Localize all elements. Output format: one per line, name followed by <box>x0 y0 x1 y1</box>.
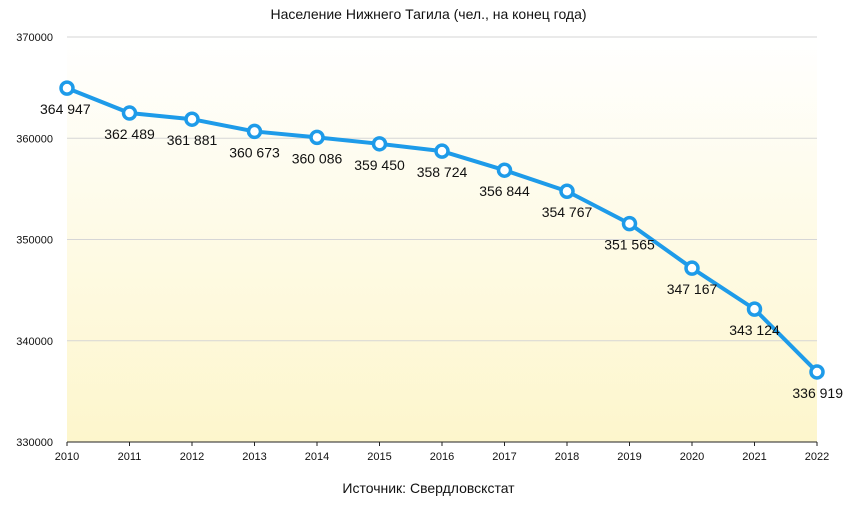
data-point <box>309 129 325 146</box>
x-tick-label: 2017 <box>492 451 516 463</box>
chart-title: Население Нижнего Тагила (чел., на конец… <box>270 6 587 22</box>
data-label: 343 124 <box>729 322 780 338</box>
data-point <box>434 143 450 159</box>
data-label: 359 450 <box>354 157 405 173</box>
y-tick-label: 340000 <box>16 336 53 348</box>
x-tick-label: 2020 <box>680 451 704 463</box>
x-tick-label: 2011 <box>118 451 142 463</box>
data-label: 336 919 <box>792 385 843 401</box>
chart-source-note: Источник: Свердловскстат <box>342 480 515 496</box>
data-label: 358 724 <box>417 164 468 180</box>
y-tick-label: 370000 <box>16 32 53 44</box>
x-tick-label: 2015 <box>367 451 391 463</box>
axes: 330000 340000 350000 360000 370000 2010 2011 20… <box>16 32 829 463</box>
data-labels: 364 947 362 489 361 881 360 673 360 086 359 4… <box>40 101 843 401</box>
x-tick-label: 2018 <box>555 451 579 463</box>
data-point <box>371 136 388 152</box>
data-point <box>121 105 138 121</box>
data-point <box>621 215 638 232</box>
data-point <box>59 80 75 96</box>
data-label: 364 947 <box>40 101 91 117</box>
x-tick-label: 2016 <box>430 451 454 463</box>
data-label: 354 767 <box>542 204 593 220</box>
data-point <box>246 123 263 140</box>
data-label: 360 673 <box>229 144 280 160</box>
y-tick-label: 360000 <box>16 133 53 145</box>
data-label: 356 844 <box>479 183 530 199</box>
data-label: 361 881 <box>167 132 218 148</box>
y-tick-label: 330000 <box>16 437 53 449</box>
y-tick-label: 350000 <box>16 235 53 247</box>
data-point <box>496 162 513 178</box>
series-line-layer <box>59 80 825 380</box>
data-label: 360 086 <box>292 150 343 166</box>
data-point <box>184 111 200 127</box>
data-label: 362 489 <box>104 126 155 142</box>
x-tick-label: 2021 <box>742 451 766 463</box>
x-tick-label: 2019 <box>617 451 641 463</box>
x-tick-label: 2014 <box>305 451 329 463</box>
data-label: 351 565 <box>604 237 655 253</box>
data-point <box>809 364 825 380</box>
data-label: 347 167 <box>667 281 718 297</box>
x-tick-label: 2012 <box>180 451 204 463</box>
x-tick-label: 2022 <box>805 451 829 463</box>
x-tick-label: 2013 <box>242 451 266 463</box>
data-point <box>684 260 700 276</box>
x-tick-label: 2010 <box>55 451 79 463</box>
data-point <box>559 183 575 199</box>
data-point <box>746 301 763 317</box>
